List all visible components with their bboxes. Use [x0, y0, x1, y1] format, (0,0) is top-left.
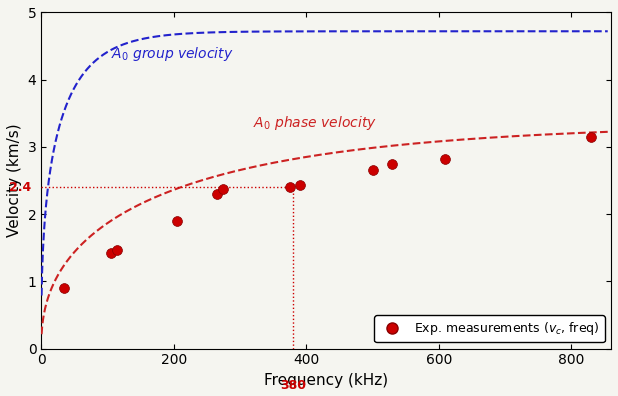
Point [172, 218, 182, 224]
Point [441, 156, 451, 162]
Point [212, 191, 222, 197]
X-axis label: Frequency (kHz): Frequency (kHz) [264, 373, 388, 388]
Point [586, 134, 596, 140]
Legend: Exp. measurements ($v_c$, freq): Exp. measurements ($v_c$, freq) [375, 315, 605, 343]
Point [219, 186, 229, 192]
Point [368, 167, 378, 173]
Point [106, 250, 116, 256]
Point [112, 247, 122, 253]
Point [59, 285, 69, 291]
Point [295, 181, 305, 188]
Text: 2.4: 2.4 [9, 181, 32, 194]
Text: $A_0$ phase velocity: $A_0$ phase velocity [253, 114, 377, 132]
Text: $A_0$ group velocity: $A_0$ group velocity [111, 45, 234, 63]
Point [387, 160, 397, 167]
Point [285, 184, 295, 190]
Y-axis label: Velocity (km/s): Velocity (km/s) [7, 124, 22, 237]
Text: 380: 380 [280, 379, 306, 392]
